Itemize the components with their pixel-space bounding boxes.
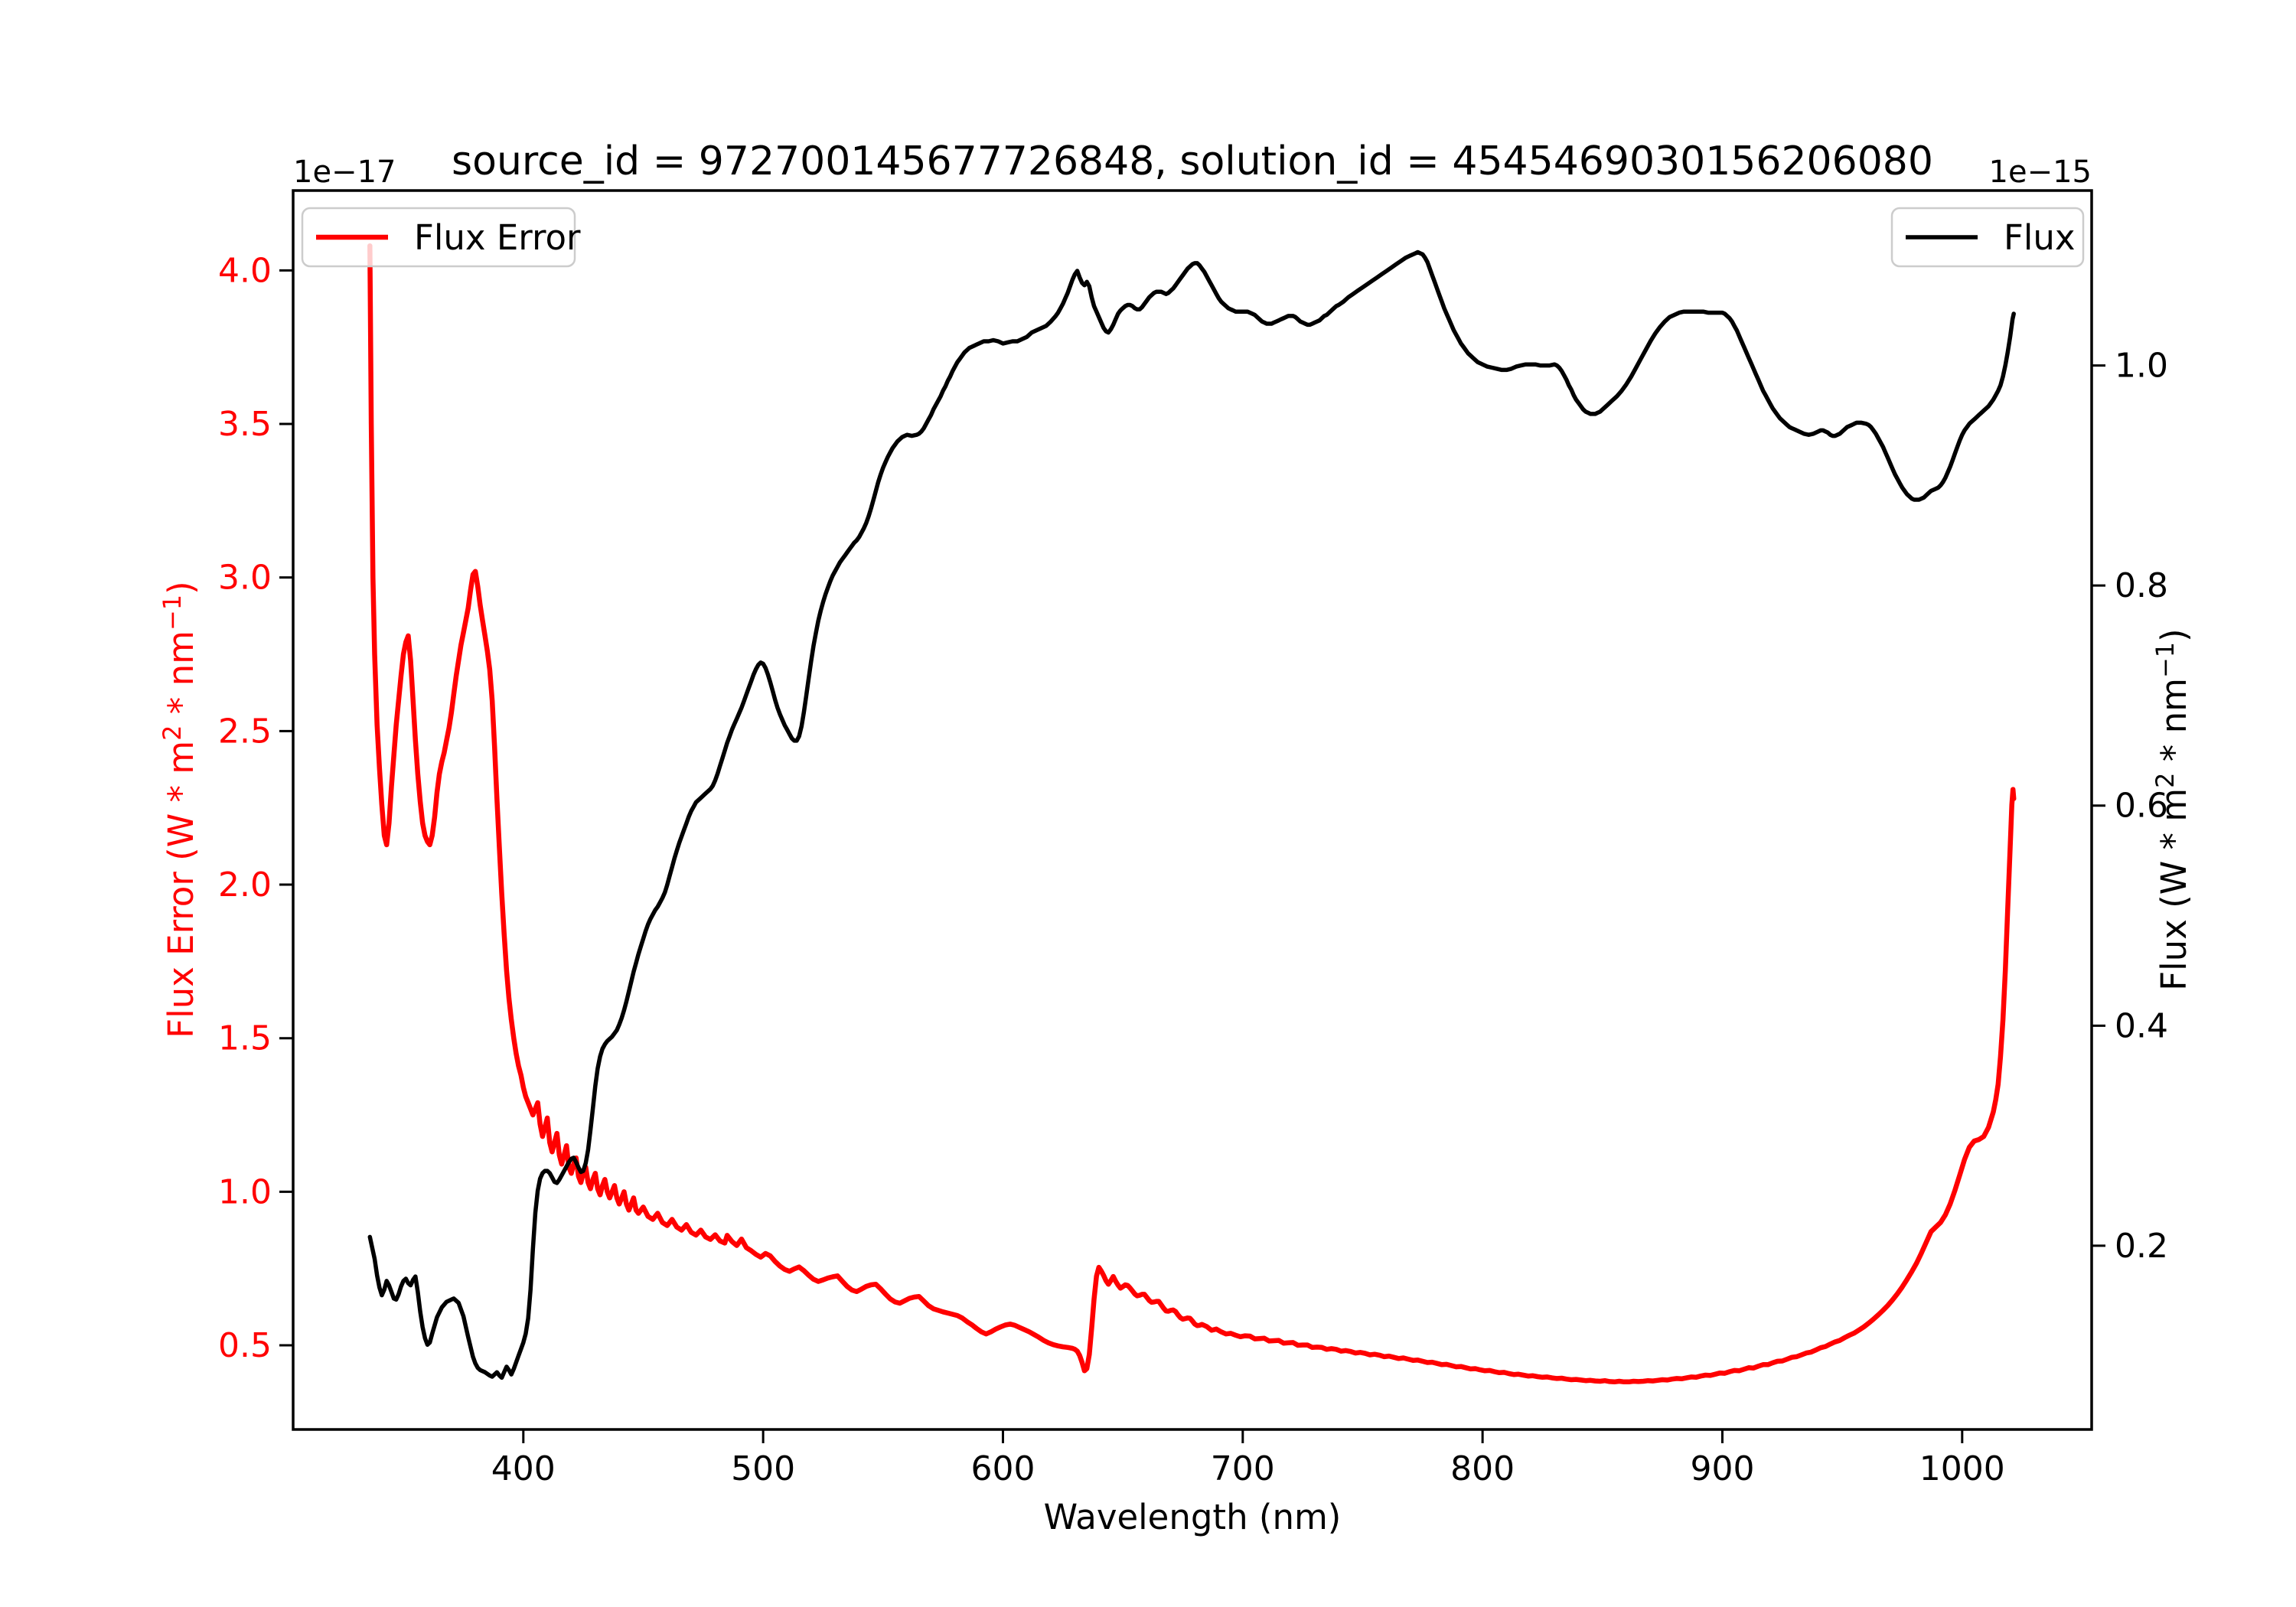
right-y-tick-label: 1.0 [2115,347,2168,386]
left-y-tick-label: 2.0 [218,865,272,905]
left-y-tick-label: 1.5 [218,1019,272,1058]
x-tick-label: 1000 [1919,1449,2005,1488]
x-tick-label: 800 [1450,1449,1515,1488]
right-axis-offset-text: 1e−15 [1989,155,2092,190]
right-y-axis-ticks: 0.2 0.4 0.6 0.8 1.0 [2092,347,2168,1266]
left-axis-offset-text: 1e−17 [293,155,396,190]
flux-error-curve [367,243,2017,1385]
x-tick-label: 900 [1690,1449,1754,1488]
left-y-axis-ticks: 0.5 1.0 1.5 2.0 2.5 3.0 3.5 4.0 [218,251,293,1365]
left-y-label-sup2: 2 [158,725,187,741]
right-y-label-sup2: 2 [2151,773,2180,788]
legend-flux: Flux [1890,207,2085,268]
right-y-tick-label: 0.4 [2115,1006,2168,1045]
left-y-tick-label: 3.0 [218,559,272,598]
right-y-tick-label: 0.6 [2115,787,2168,826]
plot-title: source_id = 972700145677726848, solution… [452,139,1933,184]
legend-flux-box [1890,207,2085,268]
right-y-label-supminus1: −1 [2151,642,2180,678]
legend-flux-error-box [301,207,576,268]
axes-spines [292,189,2093,1431]
left-y-label-post: ) [161,581,201,595]
x-tick-label: 500 [731,1449,795,1488]
left-y-tick-label: 1.0 [218,1172,272,1211]
left-y-tick-label: 0.5 [218,1326,272,1365]
left-y-tick-label: 3.5 [218,405,272,444]
left-y-label-mid: * nm [161,631,201,725]
right-y-label-post: ) [2154,628,2194,642]
x-tick-label: 400 [491,1449,556,1488]
left-y-axis-label: Flux Error (W * m2 * nm−1) [158,581,201,1038]
left-y-tick-label: 2.5 [218,712,272,751]
x-tick-label: 600 [970,1449,1035,1488]
right-y-tick-label: 0.2 [2115,1227,2168,1266]
x-axis-label: Wavelength (nm) [1044,1497,1342,1537]
legend-flux-error: Flux Error [301,207,581,268]
left-y-tick-label: 4.0 [218,251,272,290]
x-axis-ticks: 400 500 600 700 800 900 1000 [491,1429,2005,1488]
x-tick-label: 700 [1211,1449,1275,1488]
left-y-label-pre: Flux Error (W * m [161,741,201,1038]
legend-flux-error-label: Flux Error [414,217,581,258]
legend-flux-label: Flux [2004,217,2076,258]
right-y-axis-label: Flux (W * m2 * nm−1) [2151,628,2194,990]
right-y-tick-label: 0.8 [2115,566,2168,605]
flux-curve [367,249,2016,1380]
right-y-label-mid: * nm [2154,678,2194,772]
left-y-label-supminus1: −1 [158,595,187,631]
right-y-label-pre: Flux (W * m [2154,788,2194,991]
